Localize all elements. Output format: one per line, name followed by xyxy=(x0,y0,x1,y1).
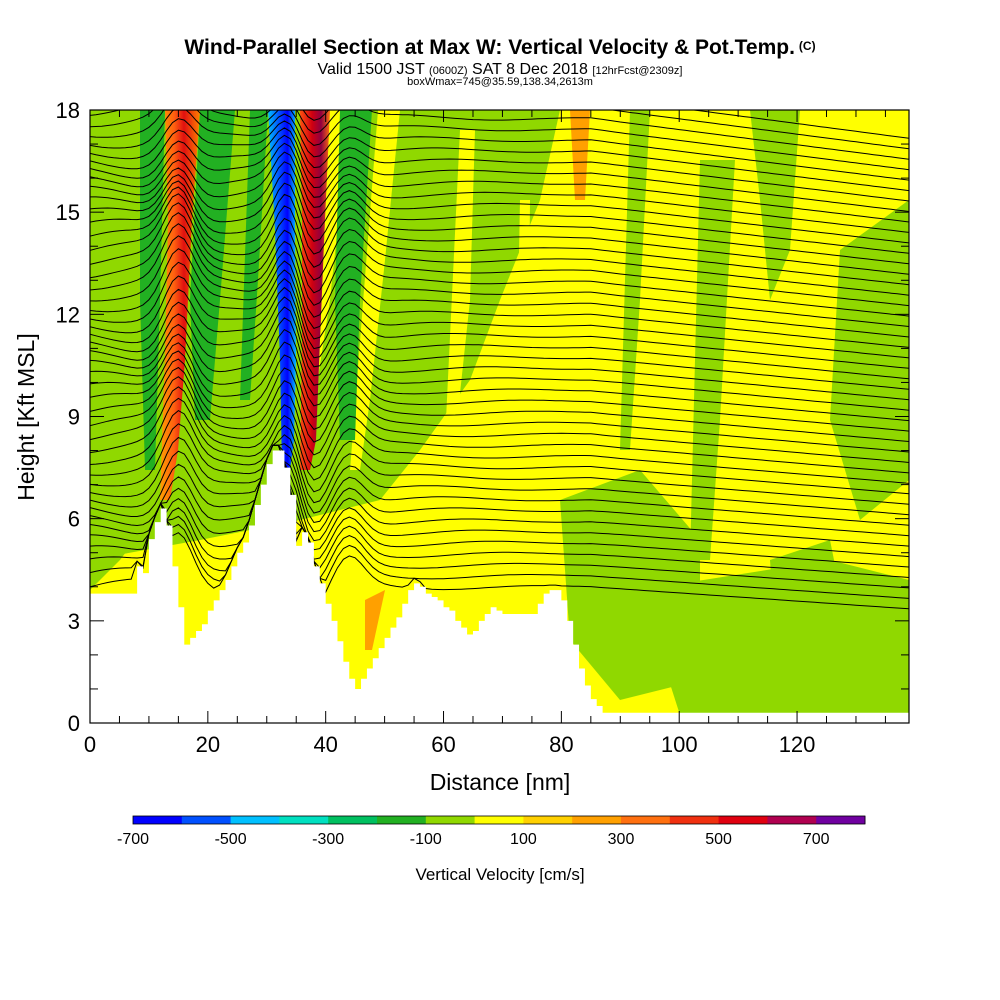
isentrope xyxy=(90,275,909,359)
y-tick-label: 15 xyxy=(56,200,80,225)
terrain-mask xyxy=(90,450,909,723)
copyright-mark: (C) xyxy=(798,39,816,53)
isentrope xyxy=(90,350,909,432)
x-tick-label: 120 xyxy=(779,732,816,757)
isentrope xyxy=(90,248,909,338)
isentrope xyxy=(90,110,909,160)
isentrope xyxy=(90,235,909,327)
colorbar-swatch xyxy=(718,816,768,824)
isentrope xyxy=(90,186,909,275)
colorbar-swatch xyxy=(425,816,476,824)
y-tick-label: 3 xyxy=(68,609,80,634)
colorbar-swatch xyxy=(133,816,183,824)
isentrope xyxy=(90,386,909,474)
y-axis-title: Height [Kft MSL] xyxy=(13,333,39,500)
x-axis-title: Distance [nm] xyxy=(430,769,571,795)
isentrope xyxy=(90,127,909,202)
x-tick-label: 80 xyxy=(549,732,573,757)
chart-subtitle: Valid 1500 JST (0600Z) SAT 8 Dec 2018 [1… xyxy=(317,61,683,78)
colorbar-swatch xyxy=(572,816,622,824)
x-tick-label: 100 xyxy=(661,732,698,757)
isentrope xyxy=(90,161,909,244)
isentrope xyxy=(90,151,909,233)
isentrope xyxy=(90,358,909,442)
isentrope xyxy=(90,223,909,317)
isentrope xyxy=(90,193,909,286)
colorbar-swatch xyxy=(474,816,524,824)
isentrope xyxy=(90,444,909,526)
colorbar-label: 500 xyxy=(705,831,732,848)
colorbar-title: Vertical Velocity [cm/s] xyxy=(415,865,584,884)
isentrope xyxy=(90,142,909,223)
y-tick-label: 0 xyxy=(68,711,80,736)
colorbar-swatch xyxy=(523,816,573,824)
colorbar-frame xyxy=(132,815,866,825)
colorbar-label: 300 xyxy=(608,831,635,848)
y-tick-label: 6 xyxy=(68,507,80,532)
isentrope xyxy=(90,436,909,516)
y-axis: 0 3 6 9 12 15 18 xyxy=(56,98,909,736)
isentrope xyxy=(90,317,909,401)
colorbar-swatch xyxy=(230,816,280,824)
y-tick-label: 12 xyxy=(56,302,80,327)
isentrope xyxy=(690,110,909,139)
isentrope xyxy=(90,444,909,558)
isentrope xyxy=(90,423,909,505)
x-tick-label: 20 xyxy=(196,732,220,757)
isentrope xyxy=(90,328,909,411)
colorbar-swatch xyxy=(816,816,866,824)
isentrope xyxy=(90,110,909,171)
isentrope xyxy=(90,341,909,422)
x-axis: 0 20 40 60 80 100 120 xyxy=(84,110,886,757)
isentrope xyxy=(90,444,909,537)
colorbar-label: 100 xyxy=(510,831,537,848)
isentrope xyxy=(90,296,909,380)
isentrope xyxy=(90,409,909,495)
isentrope xyxy=(90,180,909,265)
colorbar-swatch xyxy=(767,816,817,824)
isentrope xyxy=(90,444,909,599)
colorbar-label: -100 xyxy=(410,831,442,848)
colorbar-swatch xyxy=(279,816,329,824)
chart-title: Wind-Parallel Section at Max W: Vertical… xyxy=(184,36,816,59)
x-tick-label: 60 xyxy=(431,732,455,757)
chart-box-info: boxWmax=745@35.59,138.34,2613m xyxy=(407,76,593,88)
colorbar-label: -500 xyxy=(215,831,247,848)
isentrope xyxy=(90,376,909,463)
isentrope xyxy=(90,110,909,150)
isentrope xyxy=(90,286,909,369)
isentrope xyxy=(90,118,909,192)
isentrope xyxy=(90,397,909,484)
colorbar-label: -700 xyxy=(117,831,149,848)
colorbar-swatch xyxy=(669,816,720,824)
colorbar-swatch xyxy=(377,816,427,824)
velocity-field xyxy=(90,110,909,723)
isentrope xyxy=(90,444,909,589)
y-tick-label: 9 xyxy=(68,405,80,430)
isentrope xyxy=(90,171,909,254)
isentrope xyxy=(90,444,909,578)
isentrope xyxy=(90,110,909,181)
isentrope xyxy=(90,261,909,348)
isentrope xyxy=(90,202,909,296)
isentrope xyxy=(90,306,909,390)
colorbar: -700 -500 -300 -100 100 300 500 700 xyxy=(117,815,866,848)
isentrope xyxy=(90,444,909,568)
colorbar-swatch xyxy=(181,816,232,824)
y-tick-label: 18 xyxy=(56,98,80,123)
isentrope-lines xyxy=(90,110,909,610)
isentrope xyxy=(90,366,909,453)
isentrope xyxy=(90,212,909,307)
colorbar-label: -300 xyxy=(312,831,344,848)
isentrope xyxy=(90,444,909,547)
colorbar-label: 700 xyxy=(803,831,830,848)
x-tick-label: 0 xyxy=(84,732,96,757)
colorbar-swatch xyxy=(328,816,378,824)
x-tick-label: 40 xyxy=(313,732,337,757)
colorbar-swatch xyxy=(621,816,671,824)
isentrope xyxy=(90,134,909,212)
